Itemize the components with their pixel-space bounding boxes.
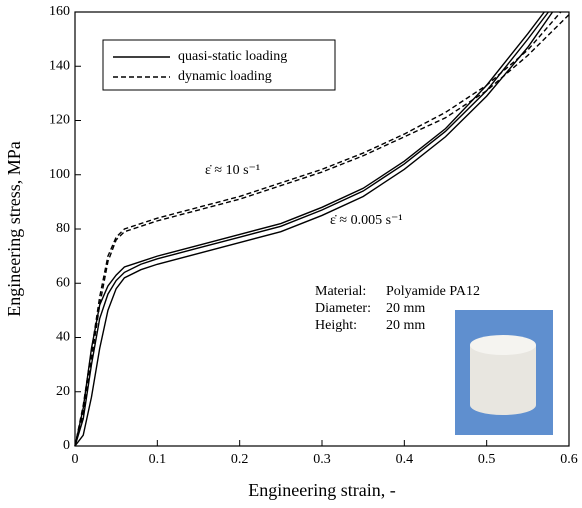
x-tick-label: 0.6: [560, 452, 578, 467]
x-tick-label: 0.4: [396, 452, 414, 467]
x-axis-label: Engineering strain, -: [248, 480, 395, 500]
specimen-photo: [455, 310, 553, 435]
y-tick-label: 140: [49, 58, 70, 73]
x-tick-label: 0.1: [149, 452, 167, 467]
legend-label: quasi-static loading: [178, 49, 287, 64]
x-tick-label: 0.5: [478, 452, 496, 467]
info-label: Diameter:: [315, 301, 371, 316]
legend-box: [102, 39, 336, 91]
x-tick-label: 0: [72, 452, 79, 467]
cylinder-body: [470, 345, 536, 415]
curve: [74, 14, 570, 447]
legend-label: dynamic loading: [178, 69, 272, 84]
annotation: ε̇ ≈ 0.005 s⁻¹: [330, 213, 403, 228]
y-tick-label: 20: [56, 384, 70, 399]
y-tick-label: 120: [49, 113, 70, 128]
x-tick-label: 0.2: [231, 452, 249, 467]
y-tick-label: 160: [49, 4, 70, 19]
annotation: ε̇ ≈ 10 s⁻¹: [205, 163, 260, 178]
info-value: 20 mm: [386, 318, 425, 333]
curve: [74, 11, 549, 447]
cylinder-top: [470, 335, 536, 355]
y-tick-label: 80: [56, 221, 70, 236]
y-tick-label: 100: [49, 167, 70, 182]
curve: [74, 11, 545, 447]
x-tick-label: 0.3: [313, 452, 331, 467]
info-label: Material:: [315, 284, 366, 299]
y-axis-label: Engineering stress, MPa: [4, 141, 24, 316]
info-value: 20 mm: [386, 301, 425, 316]
y-tick-label: 0: [63, 438, 70, 453]
y-tick-label: 60: [56, 275, 70, 290]
curve: [74, 11, 554, 447]
y-tick-label: 40: [56, 330, 70, 345]
info-value: Polyamide PA12: [386, 284, 480, 299]
info-label: Height:: [315, 318, 357, 333]
